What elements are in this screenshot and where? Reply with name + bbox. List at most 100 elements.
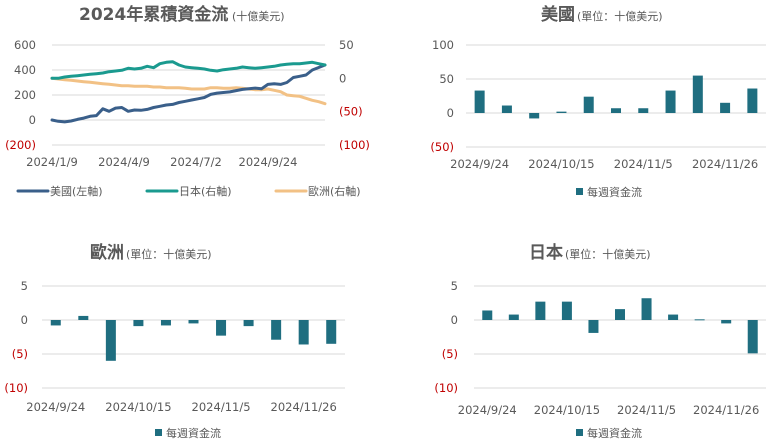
x-tick-label: 2024/4/9 <box>98 155 150 169</box>
right-tick-label: (50) <box>339 105 363 119</box>
us-weekly-flow-chart: 美國 (單位：十億美元) 100 50 0 (50) 2024/9/24 2024/10/… <box>430 4 766 199</box>
bar <box>611 108 621 113</box>
x-tick-label: 2024/9/24 <box>239 155 298 169</box>
bar <box>298 320 309 345</box>
x-tick-label: 2024/11/5 <box>614 157 673 171</box>
legend-label: 每週資金流 <box>587 426 642 440</box>
legend-label: 美國(左軸) <box>50 184 103 198</box>
series-line <box>50 76 327 106</box>
y-tick-label: 50 <box>439 72 454 86</box>
bar <box>160 320 171 326</box>
y-tick-label: 5 <box>21 279 28 293</box>
left-tick-label: 0 <box>29 113 36 127</box>
x-tick-label: 2024/9/24 <box>26 400 85 414</box>
bar <box>508 314 519 320</box>
japan-weekly-flow-chart: 日本 (單位：十億美元) 5 0 (5) (10)2024/9/24 2024/10/1… <box>434 242 766 440</box>
bar <box>188 320 199 324</box>
chart-title: 2024年累積資金流 <box>79 4 228 25</box>
legend-label: 日本(右軸) <box>179 184 232 198</box>
y-tick-label: (10) <box>4 381 28 395</box>
left-tick-label: 200 <box>14 88 36 102</box>
x-tick-label: 2024/10/15 <box>534 403 600 417</box>
legend-label: 每週資金流 <box>166 426 221 440</box>
right-axis-ticks: 50 0 (50) (100) <box>339 38 370 152</box>
x-axis-ticks: 2024/1/9 2024/4/9 2024/7/2 2024/9/24 <box>26 155 297 169</box>
europe-weekly-flow-chart: 歐洲 (單位：十億美元) 5 0 (5) (10) 2024/9/24 2024/10/1… <box>4 242 345 440</box>
x-tick-label: 2024/11/26 <box>692 157 758 171</box>
bar <box>561 301 572 320</box>
bar <box>615 309 625 320</box>
chart-subtitle: (單位：十億美元) <box>565 247 651 261</box>
legend-label: 每週資金流 <box>587 185 642 199</box>
series-lines <box>50 60 327 124</box>
bar <box>668 314 679 320</box>
plot-area: 50(5)(10)2024/9/24 2024/10/15 2024/11/5 202… <box>434 279 766 440</box>
left-axis-ticks: 600 400 200 0 (200) <box>5 38 36 152</box>
bar <box>694 319 705 321</box>
x-tick-label: 2024/1/9 <box>26 155 78 169</box>
bar <box>482 310 493 320</box>
bar <box>78 315 89 320</box>
bar <box>216 320 227 336</box>
x-tick-label: 2024/11/26 <box>271 400 337 414</box>
left-tick-label: (200) <box>5 138 36 152</box>
legend-swatch <box>576 429 583 436</box>
x-tick-label: 2024/11/5 <box>617 403 676 417</box>
x-tick-label: 2024/11/26 <box>693 403 759 417</box>
chart-subtitle: (單位：十億美元) <box>126 247 212 261</box>
bar <box>474 90 485 113</box>
bar <box>133 320 144 327</box>
bar <box>720 102 731 113</box>
plot-area: 100 50 0 (50) 2024/9/24 2024/10/15 2024/11/5 20… <box>430 38 766 199</box>
bar <box>747 320 758 354</box>
y-tick-label: 0 <box>451 313 458 327</box>
left-tick-label: 400 <box>14 63 36 77</box>
right-tick-label: (100) <box>339 138 370 152</box>
y-tick-label: (5) <box>442 347 458 361</box>
x-tick-label: 2024/7/2 <box>170 155 222 169</box>
bar <box>747 88 758 113</box>
bar <box>641 298 652 320</box>
y-tick-label: 0 <box>447 106 454 120</box>
chart-title: 歐洲 <box>90 242 124 263</box>
bar <box>665 90 676 113</box>
x-tick-label: 2024/10/15 <box>528 157 594 171</box>
y-tick-label: (5) <box>12 347 28 361</box>
y-tick-label: 100 <box>432 38 454 52</box>
cumulative-flow-chart: 2024年累積資金流 (十億美元) 600 400 200 0 (200) 50 0 (50… <box>5 4 370 198</box>
bar <box>588 320 599 333</box>
y-tick-label: 0 <box>21 313 28 327</box>
bar <box>501 105 512 113</box>
bar <box>271 320 282 340</box>
gridlines <box>52 44 325 146</box>
bar <box>692 75 703 113</box>
legend-swatch <box>155 429 162 436</box>
bar <box>638 108 649 113</box>
x-tick-label: 2024/9/24 <box>458 403 517 417</box>
x-tick-label: 2024/10/15 <box>105 400 171 414</box>
bar <box>583 96 594 113</box>
bar <box>326 320 337 344</box>
bar <box>721 320 732 324</box>
legend-swatch <box>576 188 583 195</box>
plot-area: 5 0 (5) (10) 2024/9/24 2024/10/15 2024/11/5 202… <box>4 279 345 440</box>
series-line <box>50 63 327 124</box>
y-tick-label: (50) <box>430 140 454 154</box>
left-tick-label: 600 <box>14 38 36 52</box>
series-line <box>50 60 327 80</box>
y-tick-label: 5 <box>451 279 458 293</box>
bar <box>105 320 116 361</box>
bar <box>50 320 61 326</box>
bar <box>243 320 254 327</box>
x-tick-label: 2024/11/5 <box>192 400 251 414</box>
bar <box>529 113 540 119</box>
chart-subtitle: (單位：十億美元) <box>577 9 663 23</box>
chart-subtitle: (十億美元) <box>232 9 285 23</box>
chart-title: 美國 <box>541 4 575 25</box>
right-tick-label: 0 <box>339 71 346 85</box>
bar <box>556 111 567 113</box>
legend-label: 歐洲(右軸) <box>308 184 361 198</box>
chart-title: 日本 <box>529 242 563 263</box>
bar <box>535 301 546 320</box>
legend: 美國(左軸) 日本(右軸) 歐洲(右軸) <box>16 184 361 198</box>
